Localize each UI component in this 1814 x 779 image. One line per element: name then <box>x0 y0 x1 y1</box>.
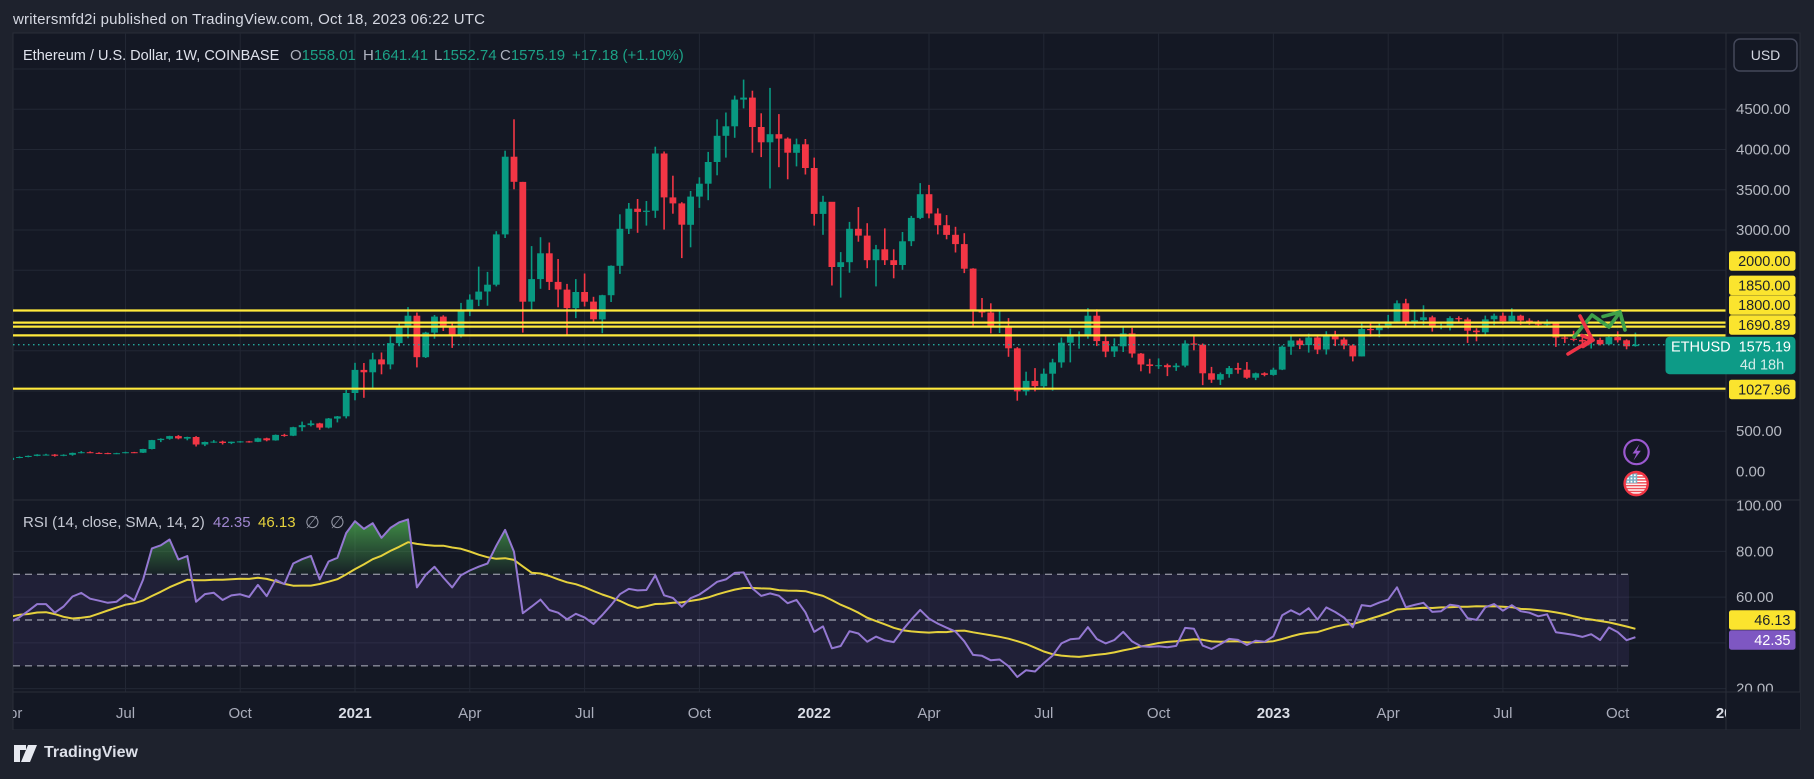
svg-text:2000.00: 2000.00 <box>1738 254 1790 270</box>
svg-text:Oct: Oct <box>1606 705 1630 722</box>
svg-text:Jul: Jul <box>116 705 135 722</box>
svg-text:Jul: Jul <box>575 705 594 722</box>
svg-text:60.00: 60.00 <box>1736 589 1774 606</box>
svg-text:Oct: Oct <box>1147 705 1171 722</box>
svg-text:Oct: Oct <box>229 705 253 722</box>
svg-text:4000.00: 4000.00 <box>1736 142 1790 159</box>
svg-text:∅: ∅ <box>330 513 345 532</box>
svg-text:42.35: 42.35 <box>1754 633 1790 649</box>
svg-text:4d 18h: 4d 18h <box>1740 358 1784 374</box>
svg-text:Jul: Jul <box>1034 705 1053 722</box>
svg-text:1575.19: 1575.19 <box>1739 340 1791 356</box>
svg-text:2024: 2024 <box>1716 705 1750 722</box>
svg-text:1800.00: 1800.00 <box>1738 298 1790 314</box>
svg-text:USD: USD <box>1751 47 1781 63</box>
svg-text:Apr: Apr <box>0 705 22 722</box>
svg-text:Oct: Oct <box>688 705 712 722</box>
svg-text:46.13: 46.13 <box>258 514 296 531</box>
svg-text:4500.00: 4500.00 <box>1736 101 1790 118</box>
svg-text:2023: 2023 <box>1257 705 1290 722</box>
svg-text:ETHUSD: ETHUSD <box>1671 340 1731 356</box>
svg-text:3500.00: 3500.00 <box>1736 182 1790 199</box>
svg-text:100.00: 100.00 <box>1736 498 1782 515</box>
svg-text:Apr: Apr <box>917 705 940 722</box>
svg-text:80.00: 80.00 <box>1736 543 1774 560</box>
svg-text:2022: 2022 <box>798 705 831 722</box>
svg-text:Apr: Apr <box>458 705 481 722</box>
svg-text:1690.89: 1690.89 <box>1738 318 1790 334</box>
svg-text:∅: ∅ <box>305 513 320 532</box>
svg-text:500.00: 500.00 <box>1736 423 1782 440</box>
svg-text:writersmfd2i published on Trad: writersmfd2i published on TradingView.co… <box>12 11 485 28</box>
svg-text:0.00: 0.00 <box>1736 464 1765 481</box>
svg-text:Ethereum / U.S. Dollar, 1W, CO: Ethereum / U.S. Dollar, 1W, COINBASE <box>23 48 280 64</box>
svg-text:42.35: 42.35 <box>213 514 251 531</box>
svg-text:2021: 2021 <box>338 705 371 722</box>
svg-text:1027.96: 1027.96 <box>1738 383 1790 399</box>
svg-text:Jul: Jul <box>1493 705 1512 722</box>
svg-text:Apr: Apr <box>1377 705 1400 722</box>
svg-text:46.13: 46.13 <box>1754 613 1790 629</box>
svg-text:1850.00: 1850.00 <box>1738 278 1790 294</box>
svg-text:TradingView: TradingView <box>44 744 139 761</box>
svg-text:3000.00: 3000.00 <box>1736 222 1790 239</box>
svg-text:RSI (14, close, SMA, 14, 2): RSI (14, close, SMA, 14, 2) <box>23 514 205 531</box>
